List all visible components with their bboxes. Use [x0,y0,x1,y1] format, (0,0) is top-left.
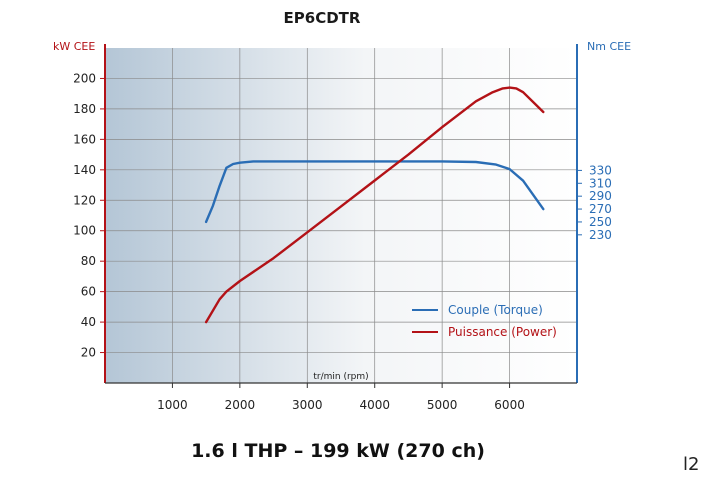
engine-subtitle: 1.6 l THP – 199 kW (270 ch) [191,440,485,462]
plot-background [105,48,577,383]
legend-label-power: Puissance (Power) [448,325,557,339]
left-tick-label: 200 [73,71,96,85]
left-tick-label: 40 [81,315,96,329]
right-tick-label: 250 [589,215,612,229]
x-axis-label: tr/min (rpm) [313,372,368,382]
left-tick-label: 20 [81,346,96,360]
gridlines [105,48,577,383]
right-tick-label: 270 [589,202,612,216]
x-tick-label: 5000 [427,398,458,412]
right-tick-label: 310 [589,176,612,190]
x-tick-label: 4000 [359,398,390,412]
x-tick-label: 3000 [292,398,323,412]
left-tick-label: 100 [73,224,96,238]
corner-mark: l2 [683,454,699,475]
right-tick-label: 290 [589,189,612,203]
left-tick-label: 180 [73,102,96,116]
left-tick-label: 160 [73,132,96,146]
left-axis-unit: kW CEE [53,40,95,53]
legend: Couple (Torque) Puissance (Power) [412,303,557,339]
left-tick-label: 120 [73,193,96,207]
right-axis-unit: Nm CEE [587,40,631,53]
x-tick-label: 1000 [157,398,188,412]
x-axis-ticks: 1000 2000 3000 4000 5000 6000 [157,383,525,412]
left-tick-label: 140 [73,163,96,177]
x-tick-label: 6000 [494,398,525,412]
power-line [204,86,545,324]
left-tick-label: 80 [81,254,96,268]
torque-line [204,160,545,224]
left-tick-label: 60 [81,285,96,299]
left-axis-ticks: 20 40 60 80 100 120 140 160 180 200 [73,71,105,360]
series-lines [204,86,545,324]
right-tick-label: 230 [589,228,612,242]
right-tick-label: 330 [589,163,612,177]
chart-title: EP6CDTR [284,9,361,27]
x-tick-label: 2000 [225,398,256,412]
legend-label-torque: Couple (Torque) [448,303,543,317]
